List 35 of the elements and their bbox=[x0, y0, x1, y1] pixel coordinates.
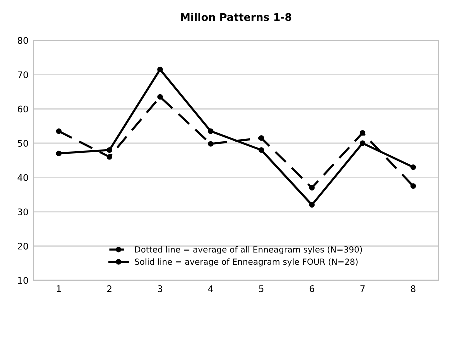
y-tick-label: 50 bbox=[18, 140, 28, 147]
point bbox=[56, 128, 62, 134]
y-tick-label: 30 bbox=[18, 208, 28, 216]
point bbox=[208, 141, 214, 147]
point bbox=[158, 66, 164, 72]
x-tick-label: 7 bbox=[360, 286, 365, 292]
point bbox=[56, 150, 62, 156]
point bbox=[158, 94, 164, 100]
point bbox=[410, 183, 416, 190]
x-tick-label: 8 bbox=[411, 286, 416, 292]
point bbox=[258, 135, 264, 142]
point bbox=[360, 130, 366, 136]
point bbox=[309, 202, 315, 208]
y-tick-label: 60 bbox=[18, 106, 28, 113]
point bbox=[360, 140, 366, 146]
point bbox=[106, 147, 112, 154]
x-tick-label: 3 bbox=[158, 286, 162, 292]
x-tick-label: 2 bbox=[107, 286, 112, 292]
y-tick-label: 10 bbox=[18, 277, 28, 284]
legend-label: Dotted line = average of all Enneagram syles (N=390) bbox=[135, 246, 362, 254]
y-tick-label: 80 bbox=[18, 37, 28, 44]
point bbox=[410, 164, 416, 170]
point bbox=[309, 185, 315, 191]
legend-label: Solid line = average of Enneagram syle FOUR (N=28) bbox=[135, 258, 358, 267]
point bbox=[106, 154, 112, 160]
y-tick-label: 40 bbox=[18, 174, 28, 182]
point bbox=[258, 147, 264, 154]
y-tick-label: 20 bbox=[18, 242, 28, 250]
y-tick-label: 70 bbox=[18, 72, 28, 78]
point bbox=[208, 128, 214, 134]
x-tick-label: 1 bbox=[57, 286, 62, 292]
x-tick-label: 4 bbox=[208, 286, 214, 292]
x-tick-label: 5 bbox=[259, 286, 264, 292]
x-tick-label: 6 bbox=[310, 286, 314, 292]
chart-title: Millon Patterns 1-8 bbox=[181, 13, 292, 22]
